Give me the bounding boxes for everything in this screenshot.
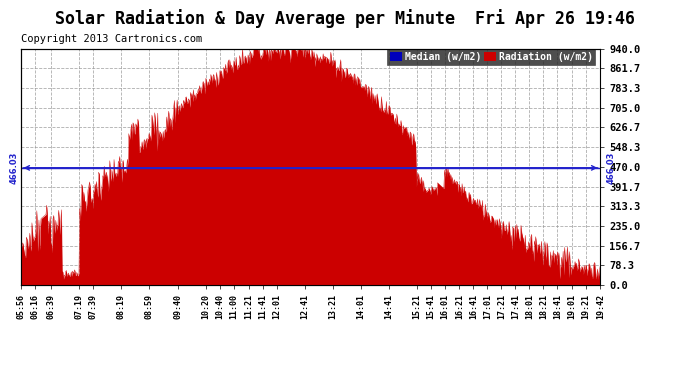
Text: 466.03: 466.03 (606, 152, 615, 184)
Text: Copyright 2013 Cartronics.com: Copyright 2013 Cartronics.com (21, 34, 202, 44)
Text: Solar Radiation & Day Average per Minute  Fri Apr 26 19:46: Solar Radiation & Day Average per Minute… (55, 9, 635, 28)
Legend: Median (w/m2), Radiation (w/m2): Median (w/m2), Radiation (w/m2) (387, 49, 595, 65)
Text: 466.03: 466.03 (10, 152, 19, 184)
